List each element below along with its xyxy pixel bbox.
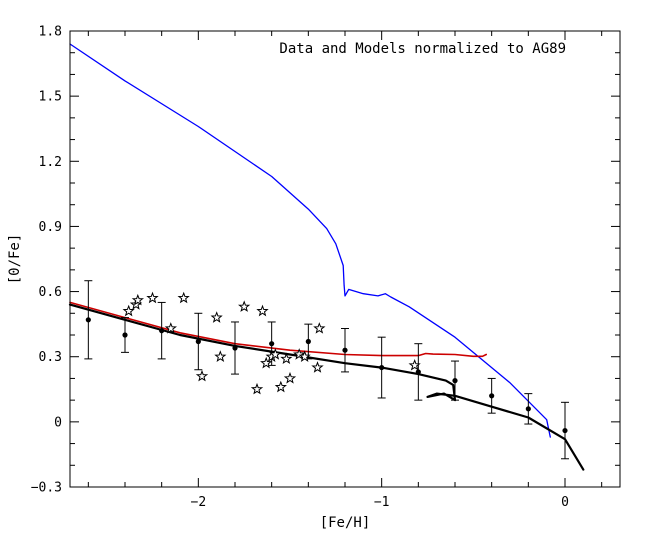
star-marker [293, 348, 306, 360]
x-axis-label: [Fe/H] [320, 515, 371, 531]
axis-ticks: −2 −1 0 −0.3 0 0.3 0.6 0.9 1.2 1.5 1.8 [31, 25, 620, 510]
data-point [489, 393, 495, 399]
star-marker [311, 361, 324, 373]
star-marker [250, 382, 264, 395]
star-marker [280, 352, 293, 365]
star-marker [274, 380, 287, 393]
data-point [452, 378, 458, 384]
y-tick-label: 1.5 [39, 90, 62, 105]
data-point [305, 338, 311, 345]
data-marks [84, 280, 569, 460]
data-point [122, 332, 128, 338]
data-point [195, 338, 201, 345]
data-point [159, 328, 165, 334]
data-point [342, 347, 348, 353]
data-point [379, 364, 385, 371]
star-marker [298, 350, 311, 362]
y-axis-label: [0/Fe] [7, 234, 23, 285]
star-marker [283, 371, 297, 384]
star-marker [260, 356, 273, 369]
y-tick-label: 1.8 [39, 25, 62, 40]
series-line-2 [69, 43, 551, 438]
star-marker [256, 304, 269, 317]
star-marker [122, 304, 135, 317]
data-point [525, 406, 531, 412]
star-marker [313, 322, 326, 334]
star-marker [177, 291, 190, 304]
star-marker [214, 350, 227, 362]
y-tick-label: −0.3 [31, 481, 62, 496]
star-marker [146, 291, 159, 304]
star-marker [238, 300, 251, 312]
data-point [562, 427, 568, 434]
data-point [269, 341, 275, 347]
star-marker [269, 348, 282, 360]
y-tick-label: 0.6 [39, 285, 62, 300]
star-marker [210, 311, 223, 323]
series-line-3 [69, 301, 488, 358]
y-tick-label: 0 [54, 415, 62, 430]
x-tick-label: −1 [374, 495, 390, 510]
x-tick-label: −2 [191, 495, 207, 510]
data-point [415, 369, 421, 375]
y-tick-label: 1.2 [39, 155, 62, 170]
x-tick-label: 0 [561, 495, 569, 510]
data-point [232, 345, 238, 351]
star-marker [164, 322, 177, 334]
y-tick-label: 0.3 [39, 350, 62, 365]
star-marker [131, 293, 144, 306]
chart-annotation: Data and Models normalized to AG89 [279, 41, 566, 57]
star-marker [408, 358, 421, 371]
data-point [85, 317, 91, 323]
y-tick-label: 0.9 [39, 220, 62, 235]
star-marker [195, 369, 209, 382]
